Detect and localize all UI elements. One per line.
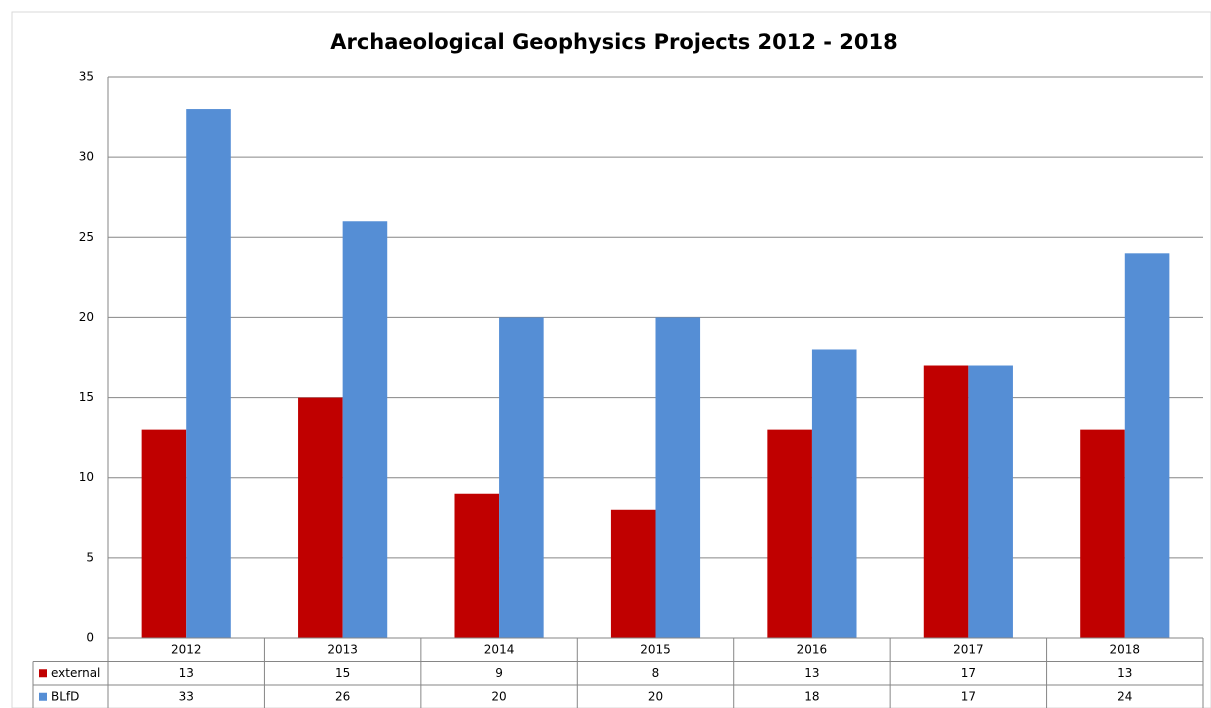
bar xyxy=(141,429,187,638)
table-value: 33 xyxy=(179,689,194,703)
y-tick-label: 20 xyxy=(79,310,94,324)
bar xyxy=(968,365,1013,638)
x-tick-label: 2014 xyxy=(484,642,515,656)
table-value: 13 xyxy=(1117,666,1132,680)
bar xyxy=(1080,429,1125,638)
x-tick-label: 2013 xyxy=(327,642,358,656)
x-tick-label: 2016 xyxy=(797,642,828,656)
bar xyxy=(499,317,544,638)
table-value: 13 xyxy=(804,666,819,680)
bar xyxy=(610,509,656,638)
bar xyxy=(767,429,812,638)
table-value: 13 xyxy=(179,666,194,680)
legend-label: external xyxy=(51,666,100,680)
x-tick-label: 2015 xyxy=(640,642,671,656)
legend-label: BLfD xyxy=(51,689,79,703)
y-tick-label: 5 xyxy=(86,550,94,564)
bar xyxy=(454,493,500,638)
x-tick-label: 2017 xyxy=(953,642,984,656)
y-tick-label: 25 xyxy=(79,230,94,244)
table-value: 8 xyxy=(652,666,660,680)
table-value: 24 xyxy=(1117,689,1132,703)
y-tick-label: 10 xyxy=(79,470,94,484)
y-tick-label: 30 xyxy=(79,150,94,164)
bar xyxy=(342,221,388,638)
table-value: 26 xyxy=(335,689,350,703)
bar xyxy=(298,397,343,638)
legend-key xyxy=(39,692,47,701)
bar xyxy=(186,109,231,639)
bar xyxy=(655,317,701,638)
table-value: 17 xyxy=(961,666,976,680)
y-tick-label: 0 xyxy=(86,631,94,645)
table-value: 9 xyxy=(495,666,503,680)
x-tick-label: 2018 xyxy=(1110,642,1141,656)
y-tick-label: 15 xyxy=(79,390,94,404)
legend-key xyxy=(39,669,47,678)
bar xyxy=(1124,253,1170,639)
y-tick-label: 35 xyxy=(79,70,94,84)
bar xyxy=(923,365,969,638)
table-value: 17 xyxy=(961,689,976,703)
x-tick-label: 2012 xyxy=(171,642,202,656)
table-value: 18 xyxy=(804,689,819,703)
chart-title: Archaeological Geophysics Projects 2012 … xyxy=(330,30,898,54)
table-value: 15 xyxy=(335,666,350,680)
table-value: 20 xyxy=(491,689,506,703)
table-value: 20 xyxy=(648,689,663,703)
bar xyxy=(811,349,857,638)
